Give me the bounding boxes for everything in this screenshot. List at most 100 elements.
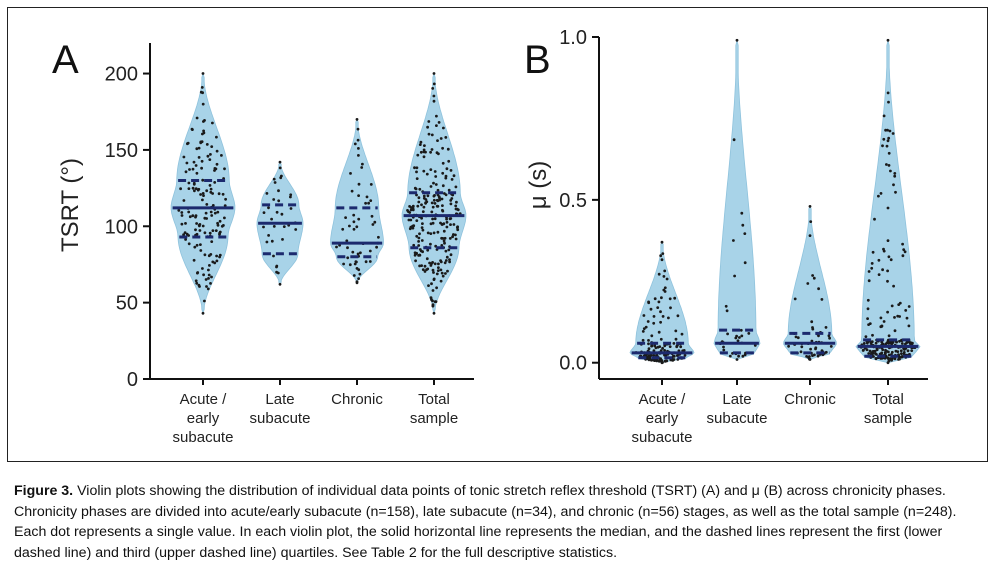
data-point — [443, 241, 446, 245]
x-tick-label: subacute — [250, 410, 311, 427]
data-point — [184, 238, 188, 241]
data-point — [357, 147, 360, 150]
data-point — [294, 228, 298, 231]
data-point — [439, 137, 443, 140]
data-point — [215, 162, 219, 166]
data-point — [422, 169, 426, 173]
chart-panel-b: Bμ (s) 0.0 0.5 1.0 Acute / early subacute Late s… — [524, 27, 928, 446]
data-point — [214, 229, 218, 233]
data-point — [183, 231, 187, 235]
data-point — [441, 204, 444, 208]
data-point — [289, 207, 293, 210]
data-point — [187, 242, 191, 246]
data-point — [728, 354, 732, 358]
x-tick-label: early — [646, 410, 679, 427]
figure-frame — [7, 7, 988, 462]
data-point — [435, 114, 438, 118]
data-point — [351, 250, 355, 254]
data-point — [201, 311, 205, 315]
data-point — [895, 340, 898, 344]
data-point — [414, 259, 417, 263]
data-point — [373, 220, 377, 224]
data-point — [356, 127, 360, 131]
data-point — [726, 332, 729, 336]
data-point — [811, 274, 814, 277]
data-point — [432, 271, 435, 274]
data-point — [882, 320, 886, 323]
data-point — [436, 188, 440, 192]
data-point — [201, 72, 205, 75]
data-point — [184, 222, 187, 225]
data-point — [736, 339, 740, 343]
data-point — [879, 316, 883, 320]
data-point — [449, 169, 453, 172]
data-point — [887, 334, 891, 338]
data-point — [433, 262, 437, 266]
data-point — [265, 192, 269, 195]
data-point — [211, 204, 215, 207]
data-point — [673, 296, 677, 300]
data-point — [644, 325, 648, 329]
data-point — [429, 242, 432, 246]
data-point — [432, 72, 436, 75]
data-point — [420, 264, 423, 267]
data-point — [866, 307, 870, 311]
data-point — [824, 326, 828, 329]
data-point — [660, 240, 664, 244]
data-point — [182, 155, 186, 159]
data-point — [262, 225, 265, 229]
data-point — [827, 334, 831, 338]
data-point — [426, 231, 430, 235]
data-point — [344, 216, 347, 220]
y-tick-label: 50 — [116, 293, 138, 315]
data-point — [367, 201, 370, 205]
data-point — [890, 304, 894, 308]
data-point — [195, 222, 199, 225]
data-point — [422, 205, 426, 209]
data-point — [445, 225, 449, 229]
data-point — [735, 358, 739, 361]
data-point — [208, 158, 212, 162]
data-point — [641, 330, 645, 333]
data-point — [424, 198, 428, 201]
data-point — [436, 230, 440, 234]
data-point — [191, 128, 194, 132]
data-point — [425, 257, 429, 261]
data-point — [647, 300, 650, 304]
data-point — [433, 202, 437, 205]
data-point — [658, 358, 662, 362]
data-point — [199, 193, 203, 196]
data-point — [201, 132, 204, 136]
chart-panel-a: A TSRT (°) 0 50 100 150 200 Acute / early subacut… — [52, 38, 474, 446]
data-point — [201, 224, 205, 228]
data-point — [191, 186, 195, 190]
data-point — [433, 217, 437, 221]
data-point — [409, 206, 413, 209]
data-point — [203, 216, 207, 220]
data-point — [882, 137, 886, 141]
data-point — [430, 201, 434, 205]
data-point — [216, 223, 220, 227]
data-point — [220, 154, 223, 157]
data-point — [429, 150, 432, 154]
x-tick-label: Chronic — [331, 391, 383, 408]
data-point — [223, 216, 226, 220]
data-point — [432, 181, 435, 185]
data-point — [880, 325, 884, 328]
data-point — [738, 336, 741, 339]
data-point — [641, 338, 645, 342]
data-point — [668, 345, 672, 348]
data-point — [211, 260, 215, 264]
data-point — [213, 211, 217, 215]
data-point — [415, 234, 419, 238]
data-point — [281, 238, 284, 241]
data-point — [350, 189, 354, 193]
data-point — [222, 224, 225, 227]
data-point — [423, 144, 426, 148]
data-point — [660, 296, 663, 300]
data-point — [441, 161, 445, 165]
data-point — [732, 239, 735, 242]
data-point — [817, 287, 820, 291]
data-point — [429, 222, 433, 226]
data-point — [208, 264, 211, 267]
